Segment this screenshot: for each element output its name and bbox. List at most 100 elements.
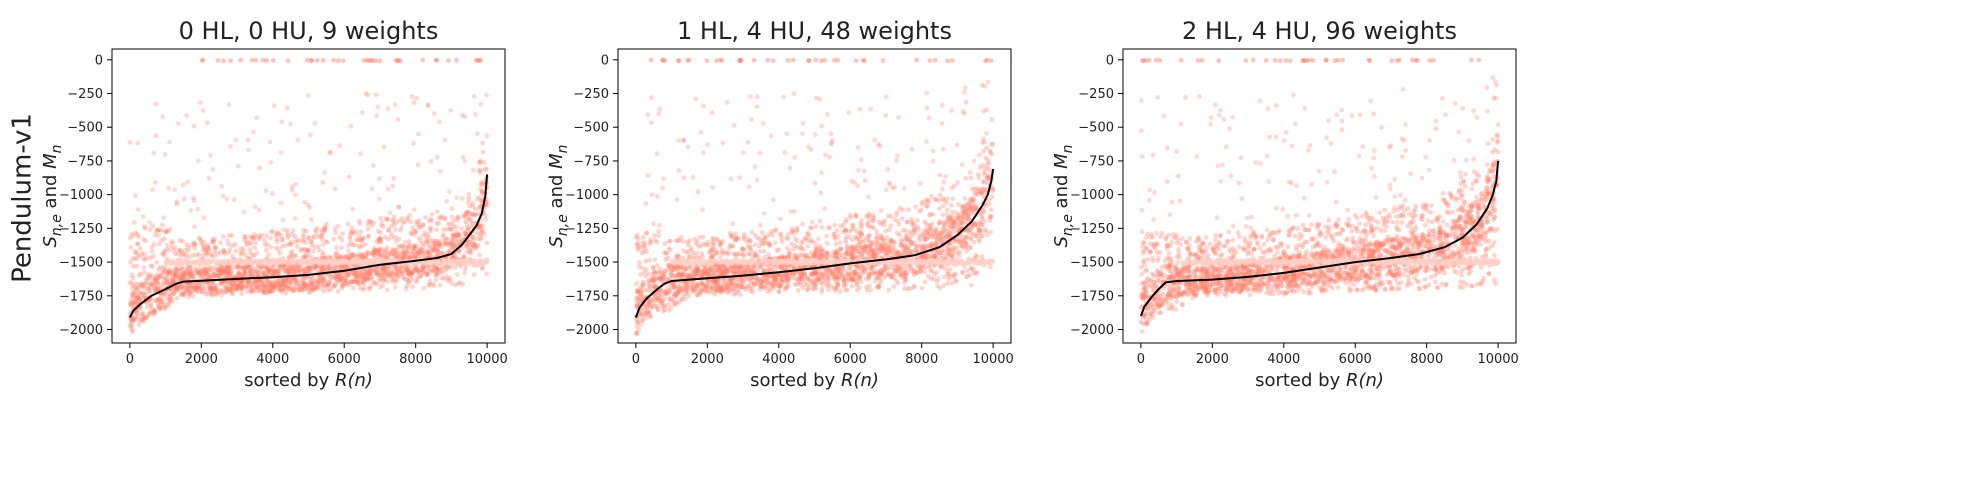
sample-point xyxy=(757,249,762,254)
sample-point xyxy=(435,155,440,160)
sample-point xyxy=(391,176,396,181)
sample-point xyxy=(977,153,982,158)
sample-point xyxy=(159,228,164,233)
sample-point xyxy=(243,235,248,240)
sample-point xyxy=(181,183,186,188)
sample-point xyxy=(212,237,217,242)
sample-point xyxy=(396,204,401,209)
sample-point xyxy=(832,223,837,228)
sample-point xyxy=(251,282,256,287)
sample-point xyxy=(762,249,767,254)
sample-point xyxy=(306,236,311,241)
sample-point xyxy=(387,210,392,215)
sample-point xyxy=(229,283,234,288)
y-tick-label: −1000 xyxy=(59,188,103,203)
sample-point xyxy=(328,150,333,155)
sample-point xyxy=(320,233,325,238)
sample-point xyxy=(153,298,158,303)
sample-point xyxy=(483,213,488,218)
sample-point xyxy=(446,222,451,227)
sample-point xyxy=(301,235,306,240)
sample-point xyxy=(176,121,181,126)
sample-point xyxy=(267,287,272,292)
sample-point xyxy=(232,262,236,266)
sample-point xyxy=(331,237,336,242)
sample-point xyxy=(309,217,314,222)
sample-point xyxy=(479,182,484,187)
sample-point xyxy=(254,115,259,120)
sample-point xyxy=(268,160,273,165)
sample-point xyxy=(434,227,439,232)
sample-point xyxy=(412,207,417,212)
sample-point xyxy=(305,249,310,254)
sample-point xyxy=(393,285,398,290)
sample-point xyxy=(478,170,483,175)
sample-point xyxy=(285,106,290,111)
sample-point xyxy=(267,260,271,264)
sample-point xyxy=(148,263,153,268)
sample-point xyxy=(137,273,142,278)
sample-point xyxy=(700,251,705,256)
sample-point xyxy=(196,158,201,163)
sample-point xyxy=(405,218,410,223)
sample-point xyxy=(941,212,946,217)
sample-point xyxy=(484,166,489,171)
sample-point xyxy=(227,102,232,107)
sample-point xyxy=(320,267,325,272)
sample-point xyxy=(241,260,245,264)
sample-point xyxy=(174,286,179,291)
sample-point xyxy=(307,265,312,270)
sample-point xyxy=(374,113,379,118)
sample-point xyxy=(279,120,284,125)
sample-point xyxy=(843,288,848,293)
sample-point xyxy=(193,261,197,265)
sample-point xyxy=(346,243,351,248)
sample-point xyxy=(198,100,203,105)
sample-point xyxy=(162,236,167,241)
x-tick-label: 8000 xyxy=(399,352,432,367)
sample-point xyxy=(295,237,300,242)
sample-point xyxy=(888,223,893,228)
sample-point xyxy=(440,250,445,255)
sample-point xyxy=(338,278,343,283)
sample-point xyxy=(272,281,277,286)
sample-point xyxy=(484,271,489,276)
sample-point xyxy=(205,260,209,264)
sample-point xyxy=(867,284,872,289)
sample-point xyxy=(328,279,333,284)
x-tick-label: 6000 xyxy=(328,352,361,367)
sample-point xyxy=(393,102,398,107)
sample-point xyxy=(407,239,412,244)
sample-point xyxy=(336,224,341,229)
sample-point xyxy=(219,289,224,294)
sample-point xyxy=(313,245,318,250)
sample-point xyxy=(264,58,269,63)
sample-point xyxy=(340,231,345,236)
sample-point xyxy=(656,229,661,234)
sample-point xyxy=(279,237,284,242)
sample-point xyxy=(232,197,237,202)
sample-point xyxy=(353,243,358,248)
sample-point xyxy=(160,114,165,119)
sample-point xyxy=(371,268,376,273)
sample-point xyxy=(954,279,959,284)
sample-point xyxy=(983,229,988,234)
sample-point xyxy=(384,248,389,253)
sample-point xyxy=(414,219,419,224)
sample-point xyxy=(378,216,383,221)
sample-point xyxy=(398,228,403,233)
sample-point xyxy=(451,234,456,239)
sample-point xyxy=(140,291,145,296)
sample-point xyxy=(418,247,423,252)
sample-point xyxy=(257,166,262,171)
sample-point xyxy=(400,216,405,221)
sample-point xyxy=(467,204,472,209)
sample-point xyxy=(382,145,387,150)
sample-point xyxy=(366,234,371,239)
sample-point xyxy=(433,242,438,247)
y-tick-label: −2000 xyxy=(59,323,103,338)
sample-point xyxy=(316,260,320,264)
sample-point xyxy=(412,100,417,105)
sample-point xyxy=(317,248,322,253)
